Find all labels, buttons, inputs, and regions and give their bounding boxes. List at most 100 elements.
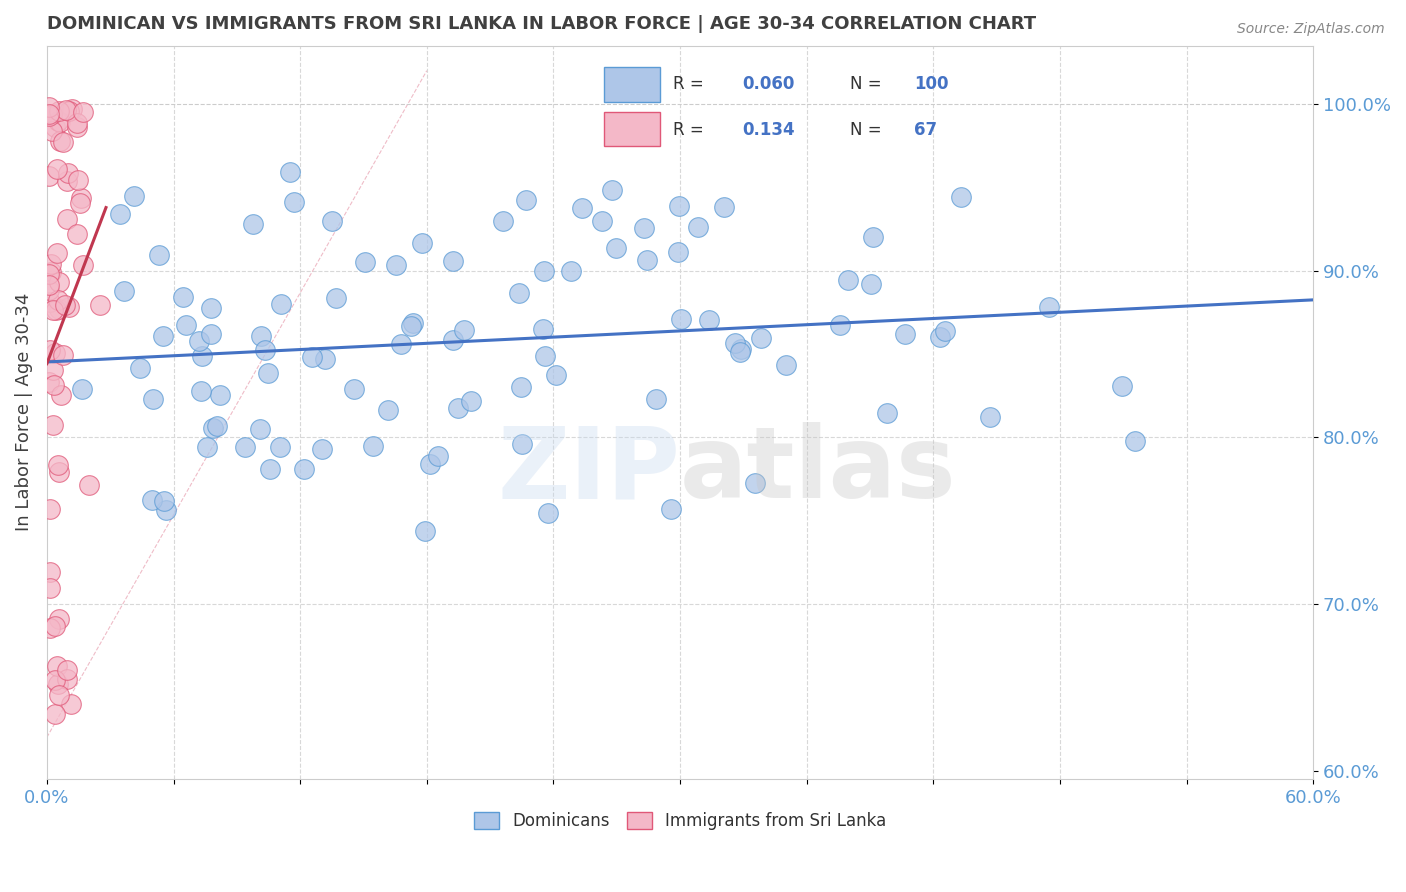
- Point: [862, 230, 884, 244]
- Point: [728, 345, 751, 359]
- Point: [38, 283, 60, 297]
- Point: [38, 107, 60, 121]
- Point: [66, 120, 89, 134]
- Point: [531, 322, 554, 336]
- Point: [48, 276, 70, 290]
- Point: [460, 393, 482, 408]
- Point: [377, 402, 399, 417]
- Point: [749, 330, 772, 344]
- Point: [311, 442, 333, 457]
- Point: [401, 318, 423, 333]
- Point: [60, 697, 83, 711]
- Point: [544, 368, 567, 382]
- Point: [46, 677, 69, 691]
- Point: [41, 265, 63, 279]
- Text: DOMINICAN VS IMMIGRANTS FROM SRI LANKA IN LABOR FORCE | AGE 30-34 CORRELATION CH: DOMINICAN VS IMMIGRANTS FROM SRI LANKA I…: [46, 15, 1036, 33]
- Point: [56, 174, 79, 188]
- Point: [301, 350, 323, 364]
- Point: [202, 421, 225, 435]
- Point: [200, 301, 222, 315]
- Y-axis label: In Labor Force | Age 30-34: In Labor Force | Age 30-34: [15, 293, 32, 532]
- Point: [744, 475, 766, 490]
- Legend: Dominicans, Immigrants from Sri Lanka: Dominicans, Immigrants from Sri Lanka: [467, 805, 893, 837]
- Point: [668, 199, 690, 213]
- Point: [533, 349, 555, 363]
- Point: [72, 382, 94, 396]
- Point: [46, 658, 69, 673]
- Point: [536, 506, 558, 520]
- Point: [321, 214, 343, 228]
- Point: [174, 318, 197, 332]
- Point: [283, 195, 305, 210]
- Point: [492, 214, 515, 228]
- Point: [250, 329, 273, 343]
- Point: [828, 318, 851, 332]
- Point: [44, 346, 66, 360]
- Point: [42, 418, 65, 433]
- Point: [191, 349, 214, 363]
- Point: [155, 503, 177, 517]
- Point: [724, 336, 747, 351]
- Point: [53, 298, 76, 312]
- Text: ZIP: ZIP: [498, 423, 681, 519]
- Point: [42, 302, 65, 317]
- Point: [55, 663, 77, 677]
- Point: [600, 183, 623, 197]
- Point: [52, 348, 75, 362]
- Point: [200, 326, 222, 341]
- Point: [1111, 378, 1133, 392]
- Point: [46, 162, 69, 177]
- Point: [242, 218, 264, 232]
- Point: [343, 382, 366, 396]
- Point: [361, 439, 384, 453]
- Point: [894, 326, 917, 341]
- Point: [325, 291, 347, 305]
- Point: [427, 449, 450, 463]
- Point: [49, 134, 72, 148]
- Point: [55, 103, 77, 118]
- Point: [259, 461, 281, 475]
- Point: [41, 124, 63, 138]
- Point: [172, 290, 194, 304]
- Point: [633, 221, 655, 235]
- Point: [48, 458, 70, 472]
- Point: [48, 103, 70, 118]
- Point: [713, 200, 735, 214]
- Point: [58, 300, 80, 314]
- Point: [141, 493, 163, 508]
- Point: [41, 107, 63, 121]
- Point: [58, 103, 80, 118]
- Point: [591, 214, 613, 228]
- Point: [419, 457, 441, 471]
- Point: [950, 190, 973, 204]
- Point: [48, 301, 70, 316]
- Point: [38, 502, 60, 516]
- Point: [66, 116, 89, 130]
- Point: [636, 253, 658, 268]
- Point: [38, 267, 60, 281]
- Point: [49, 388, 72, 402]
- Point: [233, 440, 256, 454]
- Point: [207, 418, 229, 433]
- Point: [666, 244, 689, 259]
- Point: [72, 105, 94, 120]
- Point: [124, 189, 146, 203]
- Point: [45, 303, 67, 318]
- Point: [509, 380, 531, 394]
- Point: [38, 100, 60, 114]
- Point: [860, 277, 883, 292]
- Point: [39, 566, 62, 580]
- Point: [571, 201, 593, 215]
- Point: [46, 293, 69, 308]
- Point: [1038, 300, 1060, 314]
- Point: [686, 220, 709, 235]
- Point: [188, 334, 211, 349]
- Point: [195, 440, 218, 454]
- Point: [249, 422, 271, 436]
- Point: [269, 441, 291, 455]
- Point: [38, 343, 60, 358]
- Point: [38, 109, 60, 123]
- Point: [453, 323, 475, 337]
- Point: [515, 194, 537, 208]
- Point: [66, 227, 89, 241]
